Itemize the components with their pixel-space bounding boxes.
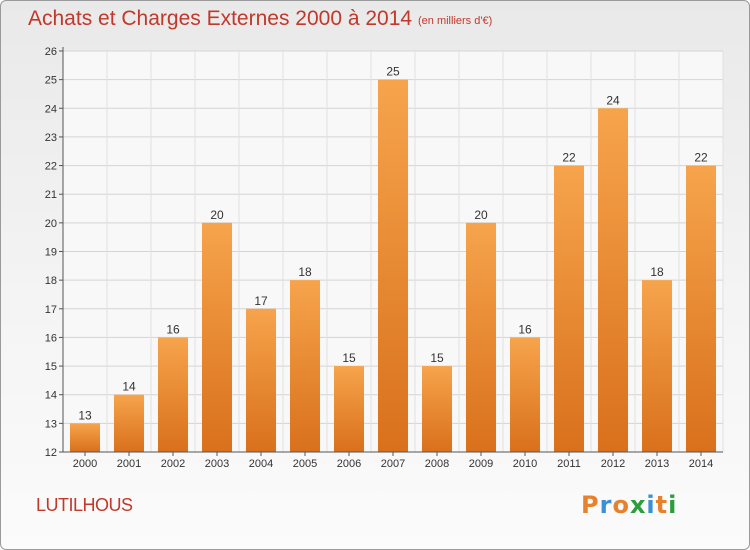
value-label: 22	[562, 151, 576, 165]
value-label: 22	[694, 151, 708, 165]
value-label: 16	[518, 322, 532, 336]
x-tick-label: 2014	[689, 458, 713, 470]
x-tick-label: 2011	[557, 458, 581, 470]
x-tick-label: 2000	[73, 458, 97, 470]
bar-2006	[334, 366, 364, 452]
chart-title: Achats et Charges Externes 2000 à 2014	[28, 7, 413, 30]
bar-2009	[466, 222, 496, 452]
bar-2005	[290, 280, 320, 452]
proxiti-logo: Proxiti	[581, 491, 677, 519]
bar-2002	[158, 337, 188, 452]
y-tick-label: 22	[45, 161, 57, 173]
bar-2003	[202, 222, 232, 452]
logo-letter: t	[655, 491, 669, 519]
y-tick-label: 19	[45, 247, 57, 259]
x-tick-label: 2012	[601, 458, 625, 470]
logo-letter: i	[668, 491, 678, 519]
x-tick-label: 2003	[205, 458, 229, 470]
x-tick-label: 2013	[645, 458, 669, 470]
x-tick-label: 2005	[293, 458, 317, 470]
bar-2011	[554, 165, 584, 453]
x-tick-label: 2002	[161, 458, 185, 470]
x-tick-label: 2001	[117, 458, 141, 470]
y-tick-label: 23	[45, 132, 57, 144]
y-tick-label: 21	[45, 189, 57, 201]
x-tick-label: 2009	[469, 458, 493, 470]
y-tick-label: 12	[45, 447, 57, 459]
bar-2013	[642, 280, 672, 452]
bar-2001	[114, 394, 144, 452]
value-label: 18	[298, 265, 312, 279]
x-tick-label: 2010	[513, 458, 537, 470]
y-tick-label: 18	[45, 275, 57, 287]
y-tick-label: 26	[45, 46, 57, 58]
value-label: 25	[386, 65, 400, 79]
logo-letter: x	[629, 491, 647, 519]
bar-2012	[598, 108, 628, 453]
value-label: 18	[650, 265, 664, 279]
y-tick-label: 25	[45, 75, 57, 87]
bar-2000	[70, 423, 100, 452]
value-label: 15	[430, 351, 444, 365]
chart-subtitle: (en milliers d'€)	[418, 15, 493, 27]
bar-2007	[378, 79, 408, 453]
value-label: 16	[166, 322, 180, 336]
commune-name: LUTILHOUS	[36, 495, 133, 515]
value-label: 13	[78, 408, 92, 422]
value-label: 17	[254, 294, 268, 308]
bar-2010	[510, 337, 540, 452]
y-tick-label: 17	[45, 304, 57, 316]
logo-letter: i	[646, 491, 656, 519]
x-tick-label: 2006	[337, 458, 361, 470]
bar-2004	[246, 308, 276, 452]
value-label: 20	[474, 208, 488, 222]
value-label: 15	[342, 351, 356, 365]
y-tick-label: 13	[45, 418, 57, 430]
value-label: 14	[122, 380, 136, 394]
y-tick-label: 16	[45, 332, 57, 344]
y-tick-label: 15	[45, 361, 57, 373]
logo-letter: r	[599, 491, 613, 519]
x-tick-label: 2007	[381, 458, 405, 470]
y-tick-label: 20	[45, 218, 57, 230]
logo-letter: o	[612, 491, 630, 519]
bar-2014	[686, 165, 716, 453]
x-tick-label: 2008	[425, 458, 449, 470]
y-tick-label: 24	[45, 103, 57, 115]
x-tick-label: 2004	[249, 458, 273, 470]
y-tick-label: 14	[45, 390, 57, 402]
logo-letter: P	[581, 491, 600, 519]
value-label: 24	[606, 93, 620, 107]
bar-2008	[422, 366, 452, 452]
value-label: 20	[210, 208, 224, 222]
